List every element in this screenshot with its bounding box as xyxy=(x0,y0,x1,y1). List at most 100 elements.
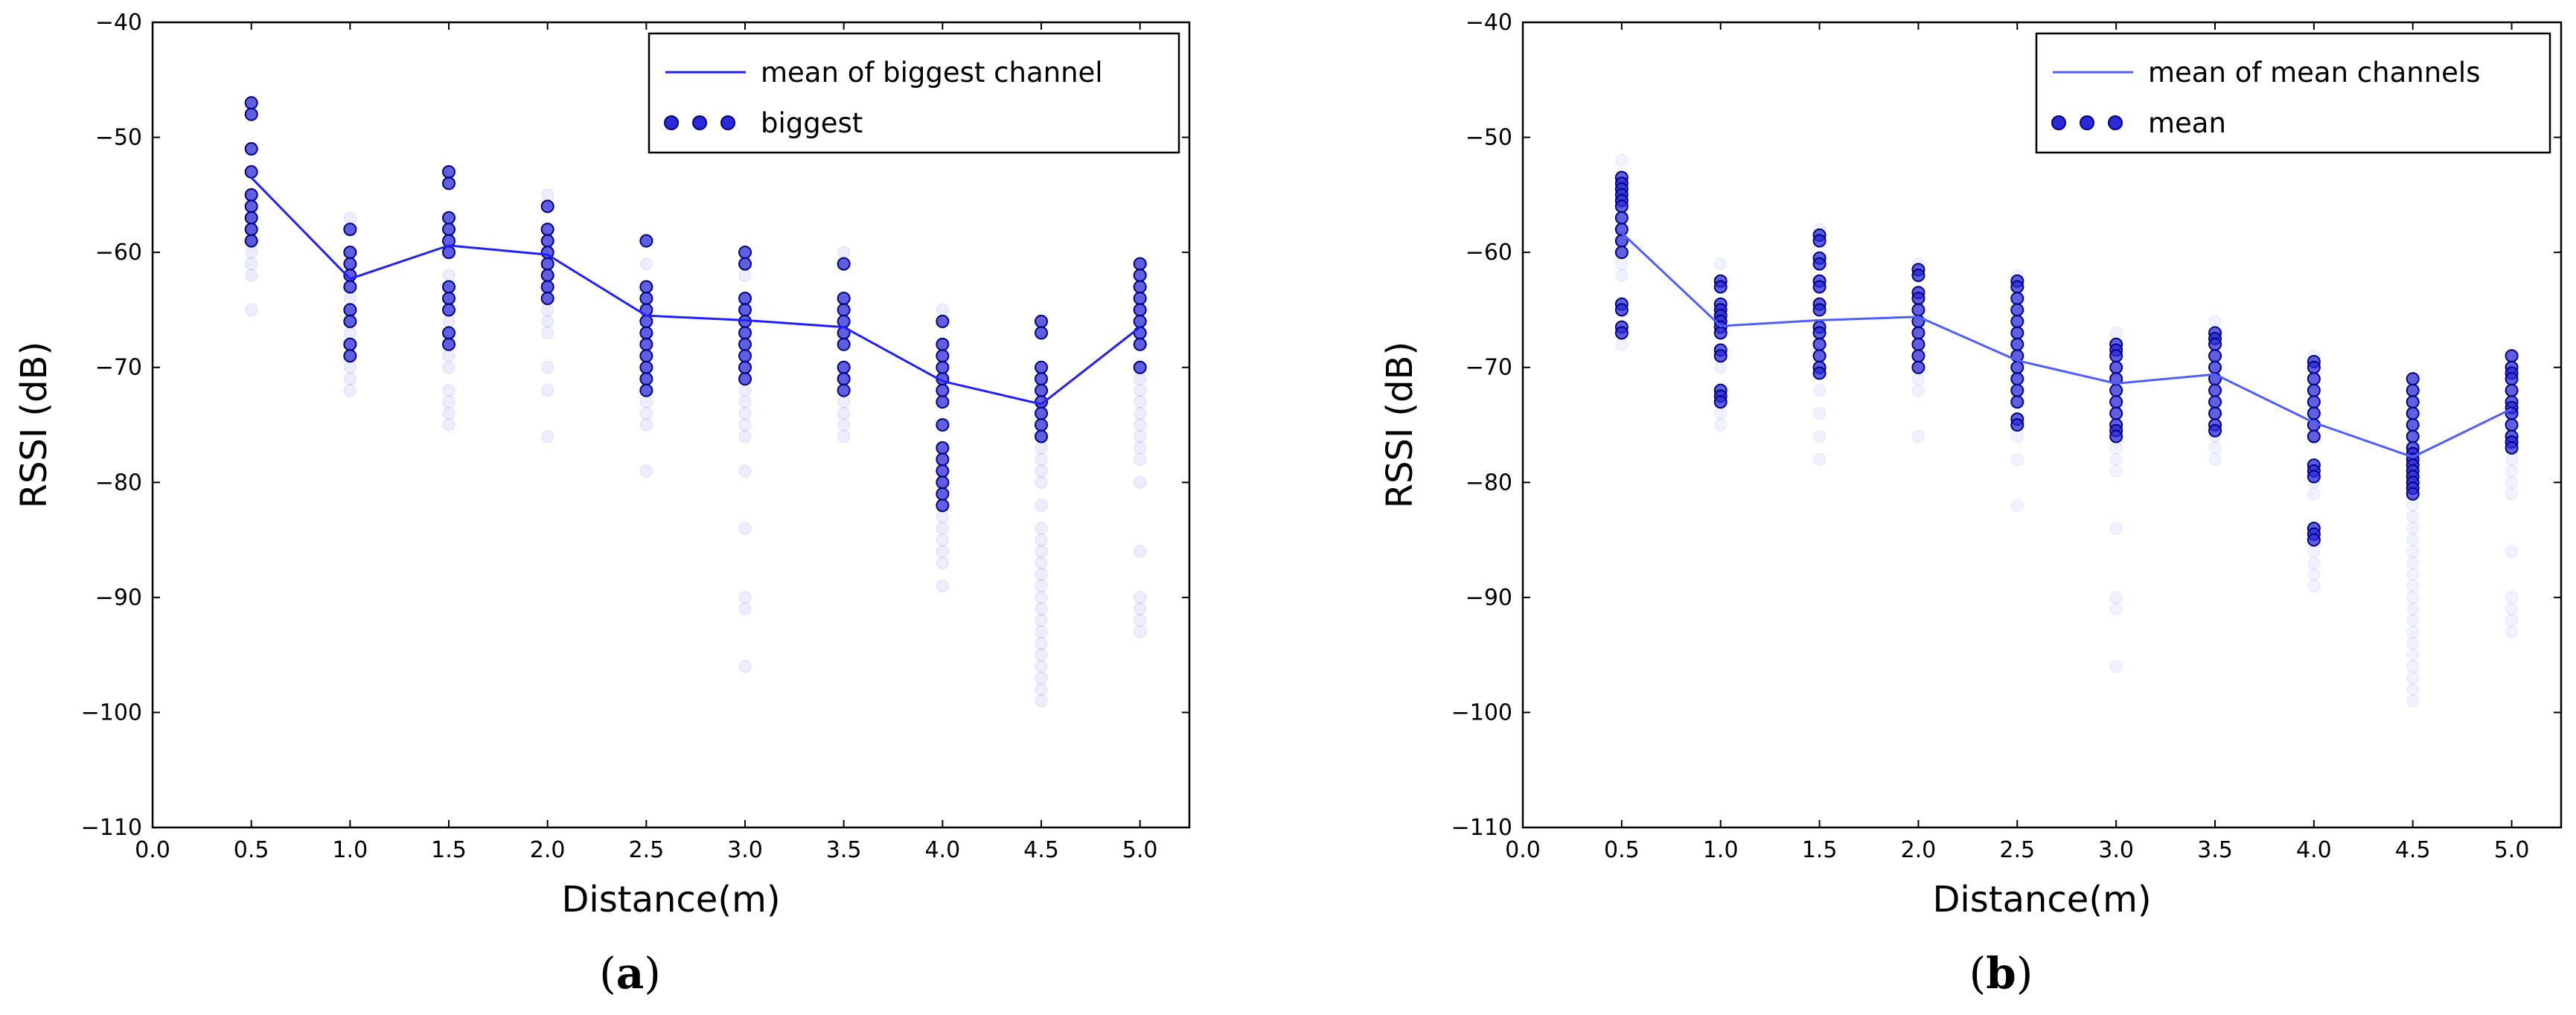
y-tick-label-a: −90 xyxy=(95,585,142,611)
faint-point-a xyxy=(1134,384,1147,397)
faint-point-b xyxy=(2406,545,2420,558)
faint-point-b xyxy=(2406,648,2420,662)
data-point-b xyxy=(2307,406,2321,420)
data-point-a xyxy=(442,222,456,237)
data-point-a xyxy=(738,337,752,351)
faint-point-a xyxy=(1134,545,1147,558)
faint-point-a xyxy=(1035,671,1048,685)
data-point-a xyxy=(738,257,752,271)
data-point-b xyxy=(2109,429,2123,444)
data-point-a xyxy=(343,222,357,237)
data-point-a xyxy=(936,360,950,374)
y-tick-label-b: −70 xyxy=(1466,355,1512,381)
faint-point-b xyxy=(2406,579,2420,592)
data-point-a xyxy=(540,280,554,294)
ticks-b: 0.0 0.5 1.0 1.5 2.0 2.5 3.0 3.5 4.0 4.5 5.0 −110 −10… xyxy=(1451,10,2561,863)
data-point-b xyxy=(1911,269,1925,283)
data-point-a xyxy=(540,199,554,214)
data-point-a xyxy=(936,476,950,490)
data-point-a xyxy=(639,349,653,363)
faint-point-b xyxy=(2505,625,2519,638)
data-point-b xyxy=(1911,303,1925,317)
faint-point-a xyxy=(837,418,851,432)
faint-point-b xyxy=(2406,694,2420,708)
data-point-a xyxy=(639,314,653,328)
data-point-a xyxy=(244,211,258,225)
faint-point-b xyxy=(2109,464,2123,478)
faint-point-a xyxy=(936,522,949,535)
y-tick-label-b: −50 xyxy=(1466,125,1512,151)
data-point-a xyxy=(1133,337,1147,351)
faint-point-a xyxy=(541,315,554,328)
data-point-a xyxy=(343,349,357,363)
data-point-a xyxy=(442,246,456,260)
data-point-b xyxy=(2406,418,2420,432)
x-tick-label-a: 4.0 xyxy=(924,837,960,863)
data-point-a xyxy=(540,257,554,271)
data-point-b xyxy=(1812,337,1826,351)
legend-dot-a xyxy=(720,115,735,130)
faint-point-a xyxy=(442,407,456,420)
faint-point-a xyxy=(738,384,752,397)
data-point-a xyxy=(639,291,653,305)
faint-point-b xyxy=(2109,522,2123,535)
faint-point-a xyxy=(639,407,653,420)
data-point-b xyxy=(2307,360,2321,374)
caption-suffix-b: ) xyxy=(2016,948,2033,999)
data-point-b xyxy=(1812,257,1826,271)
x-tick-label-a: 0.5 xyxy=(234,837,269,863)
faint-point-b xyxy=(1813,452,1826,466)
faint-point-a xyxy=(1035,683,1048,697)
data-point-b xyxy=(2010,314,2024,328)
data-point-a xyxy=(639,326,653,340)
data-point-b xyxy=(1614,326,1629,340)
faint-point-a xyxy=(1134,602,1147,615)
faint-point-b xyxy=(2406,568,2420,581)
data-point-b xyxy=(2010,383,2024,397)
data-point-a xyxy=(442,164,456,179)
data-point-a xyxy=(244,107,258,121)
data-point-a xyxy=(936,441,950,455)
x-tick-label-b: 1.5 xyxy=(1802,837,1838,863)
data-point-a xyxy=(1133,280,1147,294)
legend-b: mean of mean channels mean xyxy=(2035,32,2551,154)
x-tick-label-a: 3.5 xyxy=(826,837,862,863)
data-point-a xyxy=(837,383,851,397)
faint-point-a xyxy=(1035,602,1048,615)
faint-point-b xyxy=(1813,384,1826,397)
data-point-b xyxy=(2307,372,2321,386)
data-point-b xyxy=(1614,199,1629,214)
data-point-a xyxy=(936,314,950,328)
caption-a: (a) xyxy=(599,948,661,999)
faint-point-b xyxy=(2406,683,2420,697)
faint-point-a xyxy=(738,269,752,282)
data-point-a xyxy=(1133,291,1147,305)
faint-points-b xyxy=(1615,153,2519,708)
data-point-b xyxy=(2406,429,2420,444)
plot-frame-b xyxy=(1521,21,2563,829)
faint-point-b xyxy=(2109,441,2123,455)
faint-point-a xyxy=(541,361,554,374)
data-point-a xyxy=(936,337,950,351)
faint-point-a xyxy=(343,211,357,225)
data-point-b xyxy=(2307,383,2321,397)
faint-point-a xyxy=(738,429,752,443)
x-tick-label-b: 4.0 xyxy=(2296,837,2332,863)
faint-point-a xyxy=(1035,591,1048,604)
data-point-a xyxy=(936,349,950,363)
faint-point-a xyxy=(245,269,258,282)
data-point-b xyxy=(1713,326,1728,340)
faint-point-b xyxy=(2406,510,2420,524)
faint-point-b xyxy=(2505,602,2519,615)
faint-point-a xyxy=(1035,648,1048,662)
data-point-b xyxy=(2505,372,2519,386)
faint-point-b xyxy=(2406,637,2420,650)
faint-point-a xyxy=(1035,556,1048,569)
faint-point-a xyxy=(442,269,456,282)
data-point-a xyxy=(639,360,653,374)
faint-point-b xyxy=(2406,591,2420,604)
data-point-a xyxy=(244,222,258,237)
x-tick-label-a: 3.0 xyxy=(727,837,763,863)
data-point-b xyxy=(2010,418,2024,432)
